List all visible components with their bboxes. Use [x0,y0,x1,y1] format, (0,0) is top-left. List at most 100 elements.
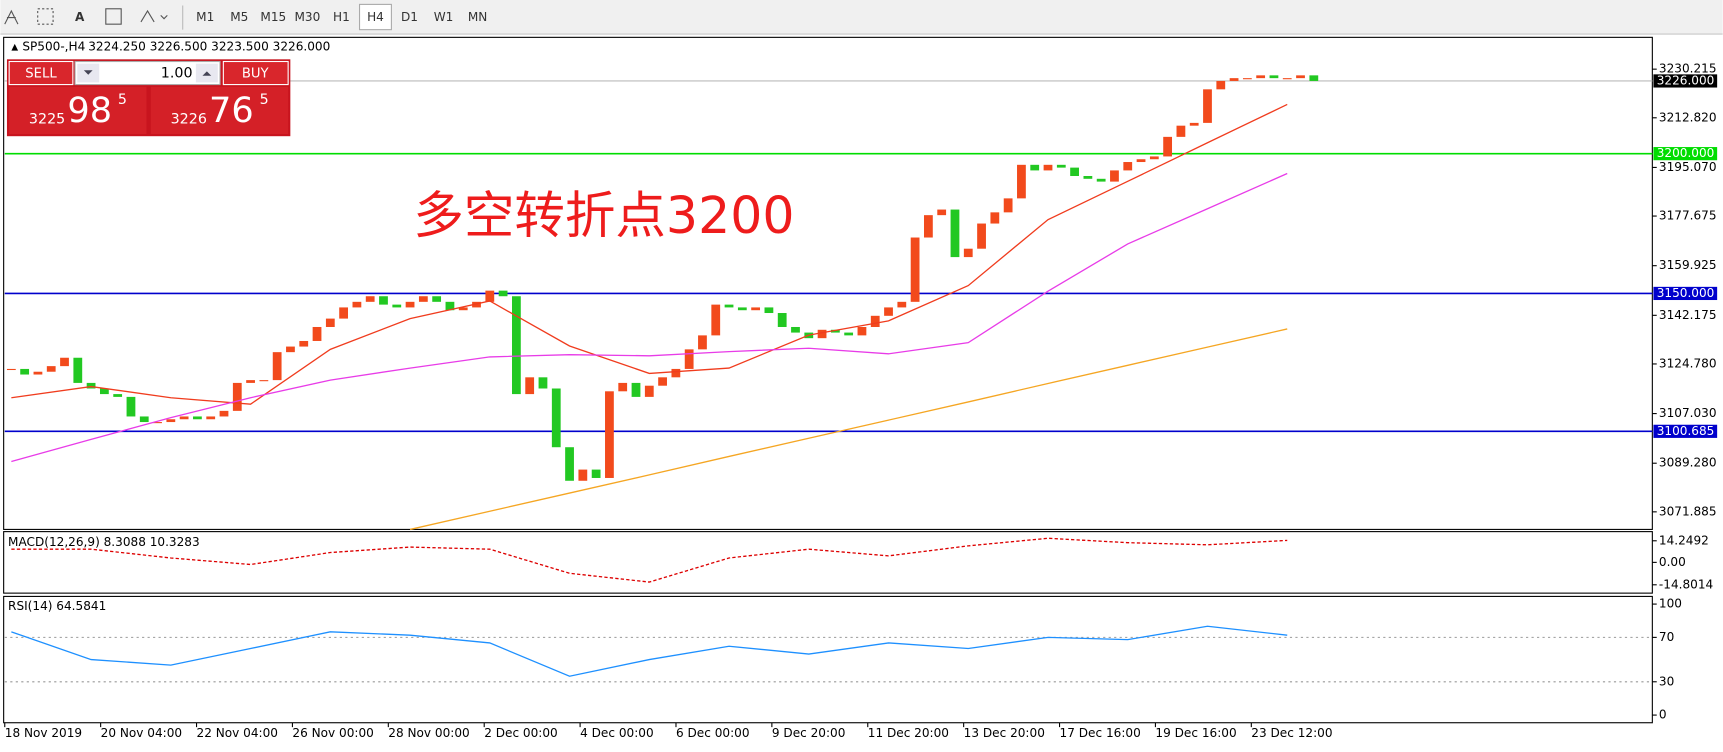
y-tick-label: -14.8014 [1659,577,1713,591]
level-tag-label: 3200.000 [1657,146,1715,160]
candle [658,377,667,386]
candle [1003,198,1013,213]
candle [325,318,335,327]
timeframe-button[interactable]: M15 [260,10,286,24]
candle [1163,136,1173,157]
level-tag [1653,424,1718,438]
candle [990,212,1000,224]
y-tick-label: 14.2492 [1659,533,1709,547]
candle [963,248,973,258]
y-tick-label: 3159.925 [1659,258,1717,272]
moving-average [11,172,1288,463]
icon-shapes[interactable] [140,9,168,23]
level-tag-label: 3150.000 [1657,286,1715,300]
x-tick-label: 18 Nov 2019 [5,726,82,740]
buy-button[interactable] [222,60,289,86]
y-tick-label: 3089.280 [1659,456,1717,470]
timeframe-button[interactable]: M5 [230,10,248,24]
candle [977,223,986,249]
candle [937,209,947,216]
buy-label[interactable]: BUY [242,67,270,82]
candle [445,301,455,311]
candle [1203,89,1212,123]
candle [458,307,468,311]
icon-text[interactable]: A [75,10,85,24]
candle [578,469,588,481]
x-tick-label: 19 Dec 16:00 [1155,726,1236,740]
ask-box[interactable] [150,86,289,135]
timeframe-button[interactable]: M1 [196,10,214,24]
candle [206,416,216,420]
timeframe-button[interactable]: W1 [434,10,454,24]
x-tick-label: 28 Nov 00:00 [388,726,469,740]
trade-panel: SELL 1.00 BUY 3225 98 5 3226 76 5 [6,59,291,137]
sell-button[interactable] [8,60,74,86]
sell-label[interactable]: SELL [25,67,57,82]
candle [910,237,920,302]
candle [498,290,508,297]
candle [698,335,707,350]
timeframe-button[interactable]: H1 [333,10,350,24]
candle [751,307,761,311]
bid-big: 98 [67,90,112,131]
header-marker: ▲ [11,43,18,53]
candle [684,349,694,369]
candle [830,329,840,333]
candle [299,340,309,347]
timeframe-button[interactable]: D1 [401,10,418,24]
candle [591,469,601,478]
candle [737,307,747,311]
candle [432,296,442,302]
moving-average [409,328,1288,531]
timeframe-button[interactable]: H4 [367,10,384,24]
timeframe-active [358,3,392,31]
candle [1030,164,1040,171]
icon-line [4,9,19,25]
candle [1216,80,1226,90]
candle [259,380,269,382]
volume-box[interactable] [74,60,221,86]
plot: 3230.215 3212.820 3195.070 3177.675 3159.925… [4,62,1718,740]
candle [418,296,428,302]
candle [1083,176,1093,179]
candle [1017,164,1026,199]
macd-title: MACD(12,26,9) 8.3088 10.3283 [8,535,200,549]
candle [764,307,774,314]
candle [817,329,827,339]
x-tick-label: 6 Dec 00:00 [676,726,750,740]
icon-label[interactable] [105,8,122,25]
timeframe-button[interactable]: M30 [294,10,320,24]
rsi-title: RSI(14) 64.5841 [8,599,106,613]
volume[interactable]: 1.00 [161,66,193,82]
y-tick-label: 70 [1659,630,1674,644]
level-tag [1653,147,1718,161]
candle [777,313,787,327]
candle [139,416,149,423]
candle [671,368,681,378]
arrow-down [83,70,93,75]
candle [857,326,867,336]
ohlc: 3224.250 3226.500 3223.500 3226.000 [88,40,330,54]
x-tick-label: 2 Dec 00:00 [484,726,558,740]
candle [884,307,893,316]
candle [126,396,136,417]
candle [1229,78,1239,81]
current-price-label: 3226.000 [1657,73,1715,87]
bid-pip: 5 [118,92,127,108]
x-tick-label: 22 Nov 04:00 [197,726,278,740]
candle [1256,75,1266,79]
indicator-line [11,537,1288,583]
toolbar-icons: A [4,5,184,30]
candle [923,215,933,238]
candle [1056,164,1066,168]
candle [1110,170,1119,182]
candle [113,394,123,397]
timeframe-button[interactable]: MN [468,10,487,24]
y-tick-label: 3107.030 [1659,406,1717,420]
bid-box[interactable] [9,86,147,135]
y-tick-label: 0.00 [1659,555,1686,569]
moving-average [11,103,1288,405]
candle [246,380,255,383]
candle [272,352,282,381]
